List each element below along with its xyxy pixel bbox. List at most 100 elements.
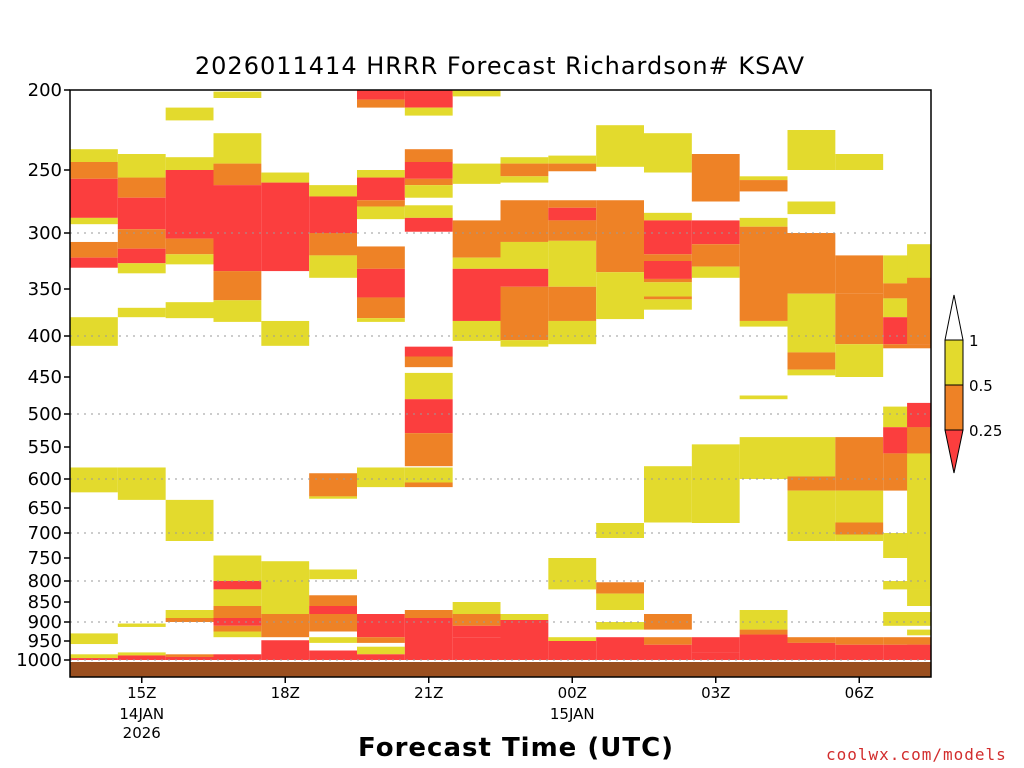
data-cell xyxy=(739,180,788,192)
data-cell xyxy=(117,197,166,230)
data-cell xyxy=(309,637,357,643)
data-cell xyxy=(907,277,931,345)
data-cell xyxy=(548,240,597,287)
data-cell xyxy=(691,220,740,245)
y-tick-label: 450 xyxy=(28,367,62,388)
data-cell xyxy=(787,642,836,660)
data-cell xyxy=(596,523,644,538)
data-cell xyxy=(691,154,740,202)
data-cell xyxy=(213,625,262,632)
data-cell xyxy=(70,241,118,258)
data-cell xyxy=(357,170,405,178)
data-cell xyxy=(309,473,357,497)
data-cell xyxy=(117,263,166,274)
data-cell xyxy=(883,344,931,349)
data-cell xyxy=(548,637,597,641)
data-cell xyxy=(644,282,692,297)
data-cell xyxy=(213,271,262,301)
data-cell xyxy=(261,172,310,183)
data-cell xyxy=(404,178,453,186)
data-cell xyxy=(404,356,453,368)
data-cell xyxy=(500,286,549,341)
data-cell xyxy=(117,307,166,318)
data-cell xyxy=(404,610,453,618)
data-cell xyxy=(452,268,501,321)
data-cell xyxy=(404,433,453,467)
data-cell xyxy=(907,589,931,606)
data-cell xyxy=(309,614,357,632)
data-cell xyxy=(117,154,166,178)
x-tick-label: 00Z xyxy=(558,684,587,702)
data-cell xyxy=(691,266,740,278)
data-cell xyxy=(309,196,357,233)
data-cell xyxy=(165,170,214,239)
data-cell xyxy=(883,612,931,626)
data-cell xyxy=(644,466,692,523)
data-cell xyxy=(835,534,884,541)
data-cell xyxy=(907,644,931,660)
x-tick-label: 06Z xyxy=(845,684,874,702)
data-cell xyxy=(404,618,453,660)
data-cell xyxy=(357,467,405,488)
data-cell xyxy=(357,318,405,322)
y-tick-label: 800 xyxy=(28,571,62,592)
x-tick-label: 15Z xyxy=(127,684,156,702)
data-cell xyxy=(357,99,405,108)
data-cell xyxy=(165,654,214,657)
data-cell xyxy=(739,395,788,400)
credit-link[interactable]: coolwx.com/models xyxy=(826,745,1007,764)
y-tick-label: 650 xyxy=(28,498,62,519)
data-cell xyxy=(404,346,453,357)
data-cell xyxy=(452,625,501,638)
data-cell xyxy=(404,399,453,434)
data-cell xyxy=(404,217,453,232)
data-cell xyxy=(309,233,357,256)
data-cell xyxy=(596,637,644,660)
data-cell xyxy=(165,656,214,660)
data-cell xyxy=(500,340,549,347)
data-cell xyxy=(452,614,501,626)
data-cell xyxy=(309,650,357,660)
legend-bin xyxy=(944,384,964,431)
data-cell xyxy=(309,496,357,499)
data-cell xyxy=(739,610,788,630)
data-cell xyxy=(213,654,262,660)
y-tick-label: 550 xyxy=(28,437,62,458)
data-cell xyxy=(691,244,740,267)
data-cell xyxy=(835,644,884,660)
data-cell xyxy=(404,482,453,488)
y-tick-label: 200 xyxy=(28,80,62,101)
data-cell xyxy=(165,238,214,255)
data-cell xyxy=(787,352,836,370)
data-cell xyxy=(213,163,262,186)
data-cell xyxy=(70,658,118,660)
data-cell xyxy=(357,268,405,298)
data-cell xyxy=(907,453,931,590)
data-cell xyxy=(404,90,453,108)
data-cell xyxy=(165,107,214,121)
data-cell xyxy=(835,637,884,645)
data-cell xyxy=(835,344,884,377)
data-cell xyxy=(907,629,931,636)
data-cell xyxy=(548,163,597,172)
data-cell xyxy=(644,614,692,630)
data-cell xyxy=(691,637,740,653)
data-cell xyxy=(739,437,788,479)
legend-label: 0.5 xyxy=(969,377,993,395)
data-cell xyxy=(739,217,788,227)
x-tick-sublabel: 2026 xyxy=(123,724,161,742)
data-cell xyxy=(404,467,453,483)
y-tick-label: 400 xyxy=(28,326,62,347)
data-cell xyxy=(357,177,405,201)
data-cell xyxy=(452,602,501,614)
data-cell xyxy=(117,229,166,249)
data-cell xyxy=(835,522,884,535)
x-tick-sublabel: 14JAN xyxy=(119,705,164,723)
data-cell xyxy=(452,163,501,184)
data-cell xyxy=(644,261,692,279)
y-tick-label: 250 xyxy=(28,160,62,181)
data-cell xyxy=(70,217,118,225)
data-cell xyxy=(835,437,884,491)
data-cell xyxy=(165,254,214,265)
data-cell xyxy=(596,582,644,594)
